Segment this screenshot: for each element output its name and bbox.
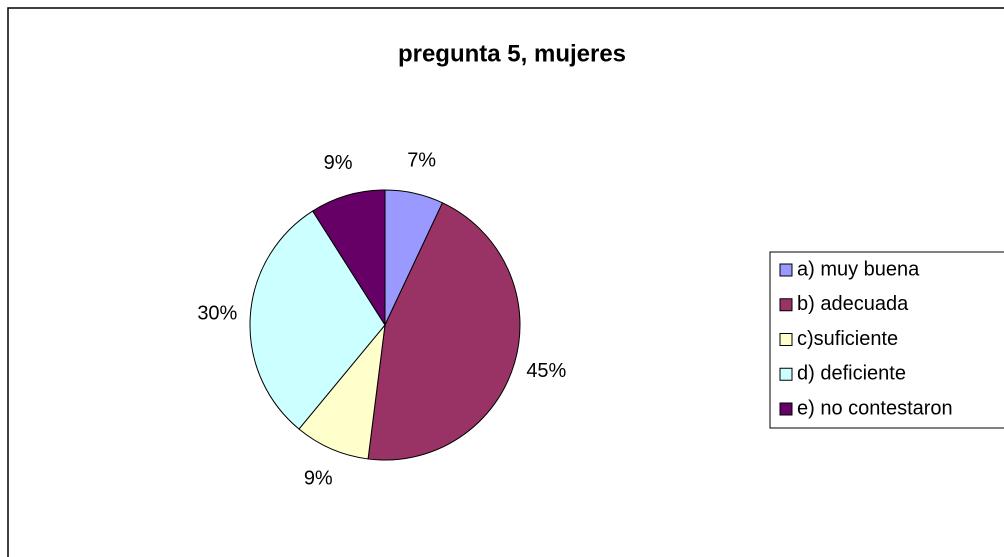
legend-swatch (779, 298, 793, 312)
pie-slice (311, 189, 386, 327)
legend-swatch (779, 333, 793, 346)
legend-label: e) no contestaron (797, 397, 953, 419)
legend-label: c)suficiente (797, 328, 898, 350)
pie-slice (367, 202, 521, 461)
legend-swatch (779, 402, 793, 416)
data-label: 45% (526, 360, 566, 382)
chart-title: pregunta 5, mujeres (398, 40, 626, 67)
pie-slice (249, 210, 386, 430)
data-label: 7% (407, 149, 436, 171)
data-label: 30% (197, 303, 237, 325)
legend-label: d) deficiente (797, 363, 906, 385)
data-label: 9% (324, 152, 353, 174)
legend-swatch (779, 263, 793, 277)
data-label: 9% (304, 467, 333, 489)
legend-label: a) muy buena (797, 258, 920, 280)
legend-box (769, 251, 1004, 429)
legend-swatch (779, 367, 793, 381)
legend-label: b) adecuada (797, 293, 909, 315)
